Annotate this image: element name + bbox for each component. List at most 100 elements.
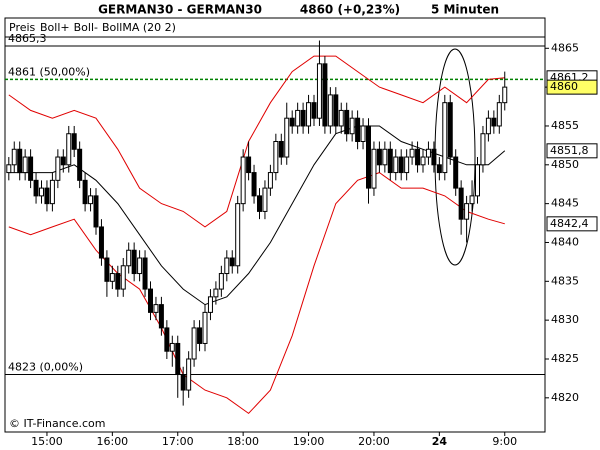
candle-body	[44, 187, 50, 205]
candle-body	[169, 342, 175, 352]
candle-body	[11, 148, 17, 166]
y-tick-label: 4840	[551, 235, 579, 248]
legend-entry: BollMA (20 2)	[102, 21, 176, 34]
y-tick-label: 4835	[551, 274, 579, 287]
candle-body	[447, 102, 453, 158]
candle-body	[398, 156, 404, 174]
candle-body	[442, 102, 448, 174]
x-tick-label: 16:00	[96, 435, 128, 448]
value-box	[546, 216, 598, 232]
candle-body	[327, 94, 333, 127]
candle-body	[153, 304, 159, 313]
candle-body	[257, 195, 262, 212]
candle-body	[491, 117, 497, 127]
candle-body	[355, 117, 361, 143]
candle-body	[485, 117, 491, 135]
candle-body	[469, 195, 475, 205]
candle-body	[180, 374, 186, 391]
candle-body	[502, 86, 508, 104]
y-tick-label: 4850	[551, 158, 579, 171]
price-label: 4860 (+0,23%)	[300, 3, 400, 17]
candle-body	[39, 187, 44, 197]
candle-body	[393, 156, 399, 174]
candle-body	[382, 148, 388, 166]
candle-body	[322, 63, 328, 127]
level-label: 4861 (50,00%)	[8, 65, 90, 78]
candle-body	[88, 195, 94, 205]
level-label: 4865,3	[8, 32, 47, 45]
value-box	[546, 79, 598, 95]
candle-body	[142, 257, 148, 290]
candle-body	[77, 148, 83, 181]
candle-body	[284, 117, 290, 158]
candle-body	[158, 304, 164, 329]
candle-body	[197, 327, 203, 344]
candle-body	[55, 156, 61, 181]
candle-body	[120, 265, 126, 290]
band-line	[8, 55, 505, 228]
candle-body	[186, 358, 192, 391]
y-tick-label: 4855	[551, 119, 579, 132]
candle-body	[295, 109, 301, 127]
candle-body	[431, 148, 437, 166]
candle-body	[104, 257, 110, 282]
candle-body	[66, 133, 72, 166]
candle-body	[278, 141, 284, 158]
legend-entry: Preis	[9, 21, 36, 34]
candle-body	[475, 164, 480, 197]
candle-body	[137, 257, 143, 275]
candle-body	[349, 117, 355, 135]
candle-body	[109, 273, 115, 282]
candle-body	[246, 156, 252, 174]
value-box-label: 4860	[550, 80, 578, 93]
legend-entry: Boll-	[74, 21, 98, 34]
legend-entry: Boll+	[40, 21, 70, 34]
x-tick-label: 24	[432, 435, 448, 448]
value-box-label: 4842,4	[550, 217, 589, 230]
y-tick-label: 4820	[551, 391, 579, 404]
level-label: 4823 (0,00%)	[8, 361, 83, 374]
candle-body	[333, 94, 339, 127]
candle-body	[480, 133, 486, 166]
candle-body	[191, 327, 197, 360]
candle-body	[289, 117, 295, 127]
candle-body	[148, 288, 153, 313]
value-box-label: 4851,8	[550, 144, 589, 157]
candle-body	[338, 109, 344, 127]
candle-body	[175, 342, 181, 376]
candle-body	[218, 273, 224, 290]
candle-body	[464, 203, 470, 220]
candle-body	[98, 226, 104, 259]
candle-body	[115, 273, 121, 290]
y-tick-label: 4865	[551, 41, 579, 54]
candle-body	[273, 141, 279, 174]
candle-body	[33, 179, 39, 197]
value-box	[546, 143, 598, 159]
candle-body	[436, 164, 442, 174]
x-tick-label: 20:00	[358, 435, 390, 448]
candle-body	[360, 125, 366, 143]
candle-body	[262, 187, 268, 212]
candle-body	[251, 172, 257, 197]
candle-body	[49, 179, 55, 205]
chart-title: GERMAN30 - GERMAN30	[98, 3, 262, 17]
x-tick-label: 18:00	[227, 435, 259, 448]
candle-body	[300, 109, 306, 127]
interval-label: 5 Minuten	[431, 3, 499, 17]
candle-body	[496, 102, 502, 127]
candle-body	[17, 148, 23, 174]
candle-body	[404, 156, 410, 174]
candle-body	[306, 102, 312, 127]
candle-body	[229, 257, 235, 267]
x-tick-label: 19:00	[293, 435, 325, 448]
x-tick-label: 15:00	[31, 435, 63, 448]
candle-body	[60, 156, 66, 166]
candle-body	[131, 249, 137, 275]
band-line	[8, 172, 505, 415]
y-tick-label: 4825	[551, 352, 579, 365]
candle-body	[213, 288, 219, 298]
x-tick-label: 9:00	[492, 435, 517, 448]
candle-body	[267, 172, 273, 189]
candle-body	[235, 203, 241, 267]
